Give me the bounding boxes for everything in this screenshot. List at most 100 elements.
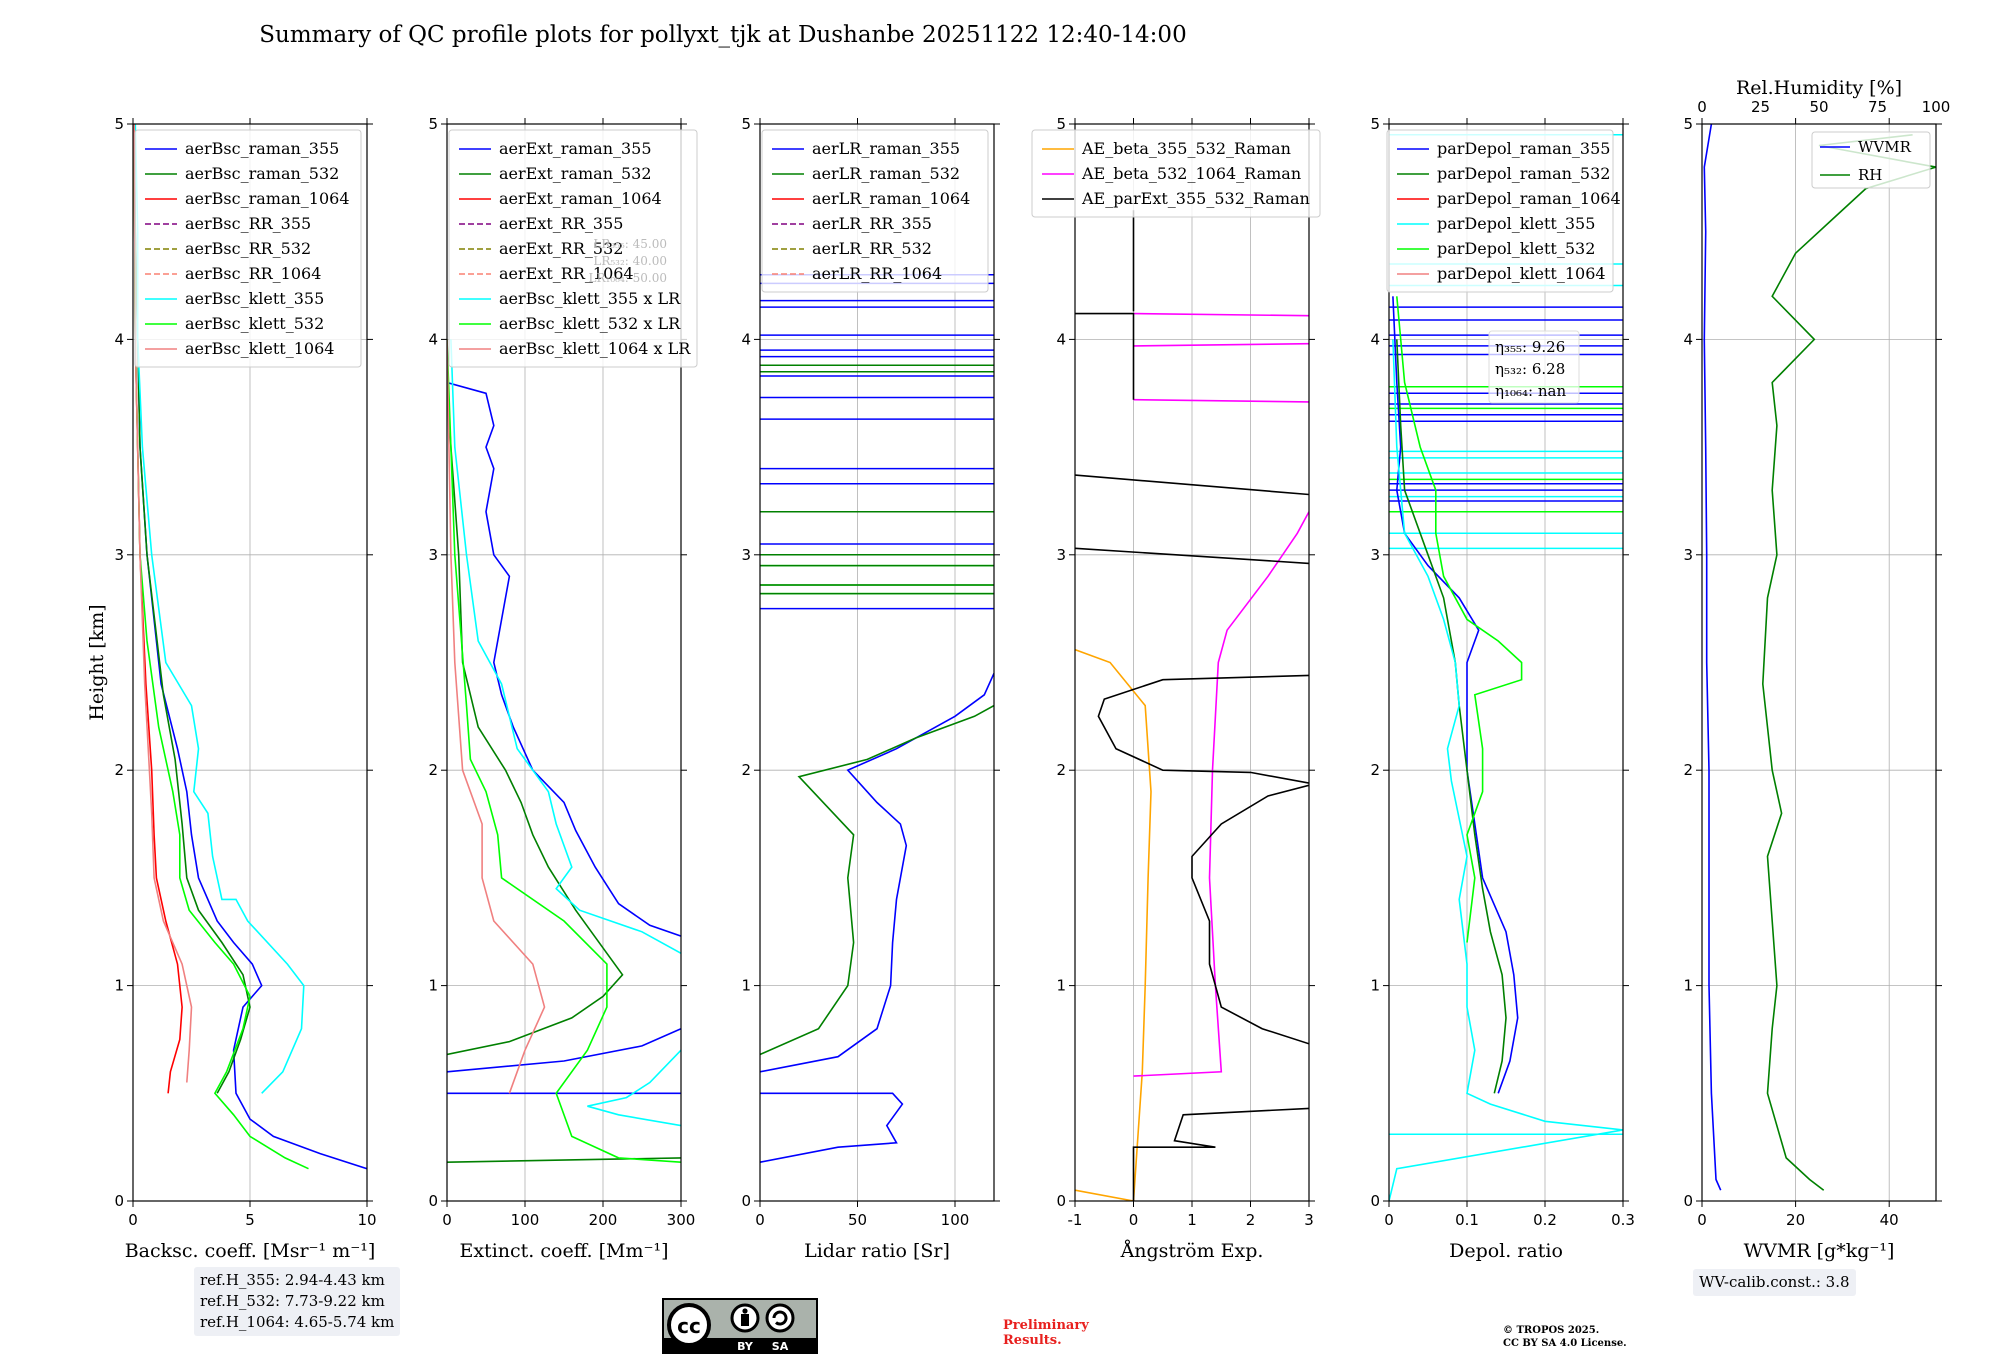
x-tick-label: 10 <box>357 1211 376 1229</box>
axes-frame-lidarratio <box>759 123 995 1202</box>
x-tick-label: 0.3 <box>1611 1211 1635 1229</box>
y-tick-label: 4 <box>1683 330 1693 348</box>
series-aerExt_raman_532_lower <box>447 1157 681 1163</box>
legend-label: aerBsc_raman_532 <box>185 164 339 183</box>
x-tick-label: 0 <box>755 1211 765 1229</box>
legend-label: WVMR <box>1858 138 1912 156</box>
y-tick-label: 3 <box>741 546 751 564</box>
x-tick-label: 0 <box>442 1211 452 1229</box>
y-tick-label: 4 <box>1056 330 1066 348</box>
cc-mark: cc <box>677 1314 701 1338</box>
series-group-wvmr <box>1703 124 1936 1191</box>
x-tick-label: 100 <box>941 1211 970 1229</box>
x-tick-label: 20 <box>1786 1211 1805 1229</box>
x-axis-label: Depol. ratio <box>1449 1240 1563 1262</box>
legend-box <box>1031 129 1321 218</box>
y-tick-label: 1 <box>741 977 751 995</box>
series-group-lidarratio <box>760 274 994 1163</box>
legend-label: aerExt_RR_355 <box>499 214 623 233</box>
legend-box <box>1811 131 1931 189</box>
x-tick-label: 0 <box>1697 1211 1707 1229</box>
panel-angstrom <box>1031 118 1321 1207</box>
legend-label: aerLR_raman_1064 <box>812 189 970 208</box>
legend-label: parDepol_raman_1064 <box>1437 189 1621 208</box>
x-axis-label: Lidar ratio [Sr] <box>804 1240 950 1262</box>
legend-label: aerExt_raman_532 <box>499 164 652 183</box>
y-tick-label: 3 <box>1056 546 1066 564</box>
top-tick-label: 0 <box>1697 98 1707 116</box>
series-AE_beta_532_1064_Raman_h2 <box>1133 342 1309 347</box>
legend-label: aerExt_RR_1064 <box>499 264 634 283</box>
series-AE_parExt_355_532_Raman <box>1132 1107 1309 1201</box>
legend-label: aerBsc_raman_1064 <box>185 189 350 208</box>
series-group-depol <box>1389 134 1623 1201</box>
legend-label: parDepol_klett_532 <box>1437 239 1595 258</box>
series-AE_parExt_lower <box>1191 784 1309 1045</box>
legend-box <box>1386 129 1614 293</box>
series-aerBsc_klett_355 x LR <box>587 1049 681 1127</box>
y-tick-label: 1 <box>1683 977 1693 995</box>
y-tick-label: 5 <box>1683 115 1693 133</box>
series-AE_beta_532_1064_Raman <box>1133 511 1309 1077</box>
x-tick-label: 1 <box>1187 1211 1197 1229</box>
series-aerExt_raman_355 <box>447 1027 681 1073</box>
y-tick-label: 1 <box>114 977 124 995</box>
top-axis-label: Rel.Humidity [%] <box>1736 77 1902 99</box>
x-tick-label: 5 <box>245 1211 255 1229</box>
x-tick-label: 0 <box>128 1211 138 1229</box>
y-tick-label: 2 <box>1370 761 1380 779</box>
legend-label: aerBsc_RR_1064 <box>185 264 321 283</box>
y-tick-label: 0 <box>428 1192 438 1210</box>
y-tick-label: 3 <box>428 546 438 564</box>
legend-label: AE_beta_355_532_Raman <box>1081 139 1291 158</box>
wv-calib-box: WV-calib.const.: 3.8 <box>1693 1269 1856 1296</box>
x-tick-label: 0.1 <box>1455 1211 1479 1229</box>
series-AE_parExt_mid <box>1097 674 1309 784</box>
sa-icon <box>765 1303 795 1333</box>
copyright-note: © TROPOS 2025. CC BY SA 4.0 License. <box>1503 1324 1627 1350</box>
cc-license-badge: cc BY SA <box>662 1298 818 1354</box>
x-tick-label: 100 <box>511 1211 540 1229</box>
y-tick-label: 0 <box>114 1192 124 1210</box>
y-tick-label: 1 <box>1370 977 1380 995</box>
legend-label: aerBsc_klett_355 x LR <box>499 289 681 308</box>
axes-frame-depol <box>1388 123 1624 1202</box>
x-tick-label: 0 <box>1384 1211 1394 1229</box>
series-aerExt_raman_355_upper <box>447 381 681 937</box>
series-aerLR_raman_355_upper <box>760 672 994 1073</box>
y-tick-label: 2 <box>428 761 438 779</box>
series-group-extinction <box>447 339 681 1163</box>
y-tick-label: 5 <box>1370 115 1380 133</box>
legend-label: parDepol_raman_532 <box>1437 164 1610 183</box>
series-RH <box>1761 134 1936 1191</box>
x-tick-label: 0.2 <box>1533 1211 1557 1229</box>
legend-label: aerBsc_RR_532 <box>185 239 311 258</box>
x-axis-label: Ångström Exp. <box>1120 1240 1264 1262</box>
legend-label: aerBsc_klett_1064 <box>185 339 334 358</box>
y-tick-label: 0 <box>741 1192 751 1210</box>
y-tick-label: 4 <box>114 330 124 348</box>
ref-height-box: ref.H_355: 2.94-4.43 km ref.H_532: 7.73-… <box>194 1267 401 1336</box>
legend-label: parDepol_klett_1064 <box>1437 264 1606 283</box>
legend-label: AE_beta_532_1064_Raman <box>1081 164 1301 183</box>
lr-annotation: LR₁₀₆₄: 50.00 <box>589 271 667 285</box>
ref-height-532: ref.H_532: 7.73-9.22 km <box>200 1292 385 1310</box>
y-tick-label: 5 <box>741 115 751 133</box>
x-tick-label: 0 <box>1129 1211 1139 1229</box>
series-AE_beta_532_1064_Raman_h1 <box>1133 398 1309 403</box>
depol-eta-text: η₁₀₆₄: nan <box>1495 382 1566 400</box>
series-parDepol_klett_355 <box>1389 339 1623 1201</box>
depol-text-box <box>1488 330 1580 404</box>
series-AE_parExt_top <box>1075 312 1135 400</box>
series-aerExt_raman_532 <box>447 382 624 1056</box>
legend-label: parDepol_raman_355 <box>1437 139 1610 158</box>
legend-box <box>134 129 362 368</box>
ref-height-355: ref.H_355: 2.94-4.43 km <box>200 1271 385 1289</box>
legend-label: aerBsc_RR_355 <box>185 214 311 233</box>
series-parDepol_raman_355 <box>1392 296 1519 1094</box>
y-tick-label: 3 <box>1683 546 1693 564</box>
y-tick-label: 0 <box>1056 1192 1066 1210</box>
figure-title: Summary of QC profile plots for pollyxt_… <box>259 22 1186 48</box>
y-tick-label: 2 <box>741 761 751 779</box>
x-tick-label: 50 <box>848 1211 867 1229</box>
